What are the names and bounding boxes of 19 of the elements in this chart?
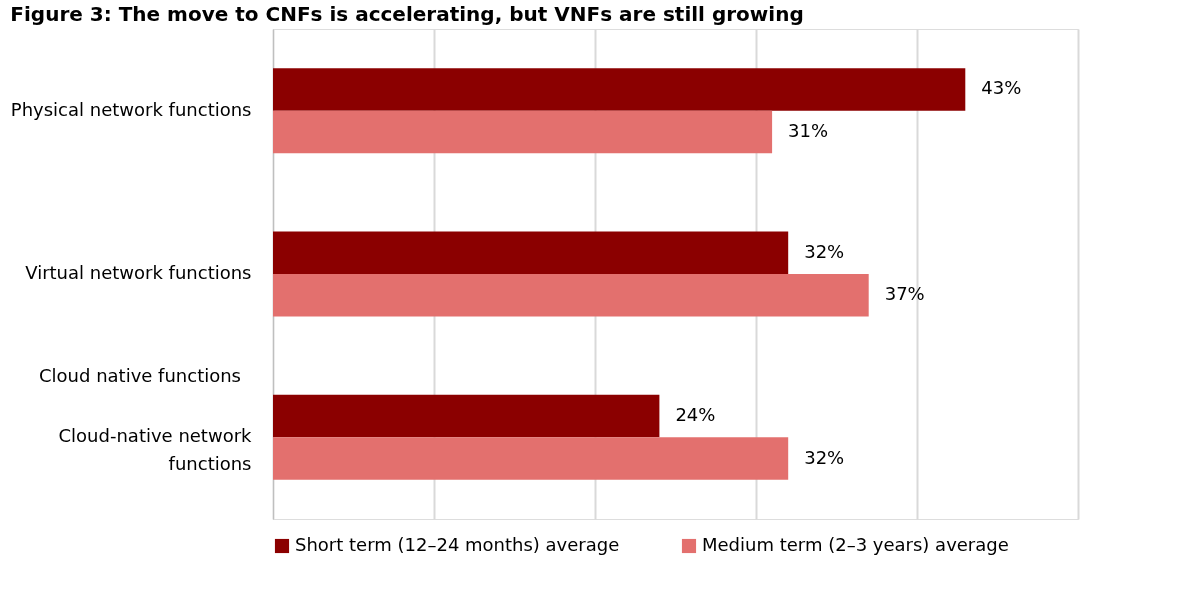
chart-title: Figure 3: The move to CNFs is accelerating, but VNFs are still growing bbox=[10, 2, 804, 26]
data-label: 43% bbox=[981, 77, 1022, 99]
legend-label: Medium term (2–3 years) average bbox=[702, 534, 1009, 555]
data-label: 37% bbox=[884, 283, 925, 305]
y-tick-label: Cloud-native network functions bbox=[58, 425, 253, 475]
bar bbox=[273, 110, 773, 154]
data-label: 31% bbox=[788, 119, 829, 141]
bar bbox=[273, 274, 869, 317]
text: Cloud native functions bbox=[39, 365, 241, 387]
data-label: 32% bbox=[804, 240, 845, 262]
y-tick-label: Virtual network functions bbox=[25, 262, 252, 283]
bar bbox=[273, 437, 789, 480]
bar bbox=[273, 68, 966, 111]
legend-label: Short term (12–24 months) average bbox=[295, 534, 620, 555]
data-label: 32% bbox=[804, 446, 845, 468]
bar bbox=[273, 231, 789, 274]
data-label: 24% bbox=[675, 404, 716, 426]
y-tick-label: Physical network functions bbox=[10, 98, 252, 120]
bar bbox=[273, 394, 660, 438]
